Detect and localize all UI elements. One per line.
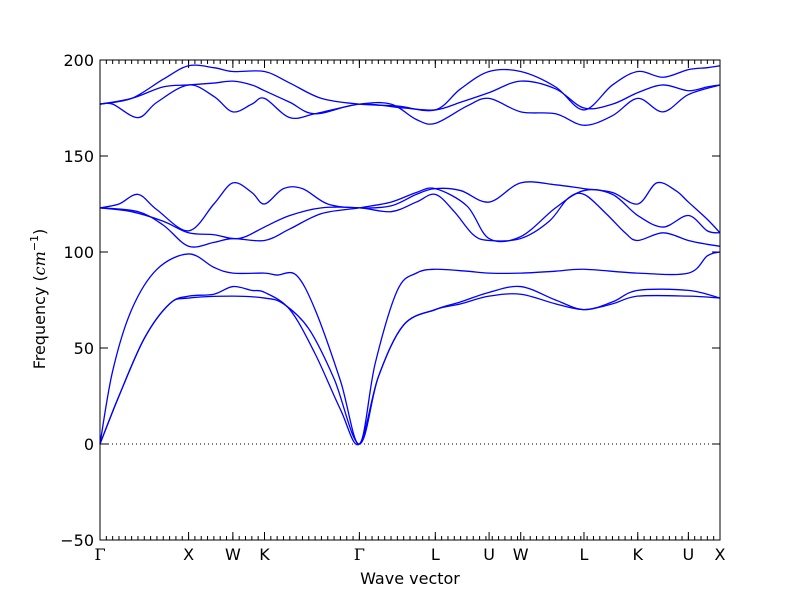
y-tick-label: 100 [63, 243, 94, 262]
y-tick-label: −50 [60, 531, 94, 550]
series-line [99, 251, 721, 445]
y-tick-label: 0 [84, 435, 94, 454]
x-axis-label: Wave vector [360, 569, 460, 588]
series-group [99, 64, 721, 446]
y-axis-label: Frequency (cm−1) [28, 229, 49, 370]
series-line [99, 64, 721, 112]
x-tick-label: X [183, 545, 194, 564]
y-axis-label-exponent: −1 [28, 235, 41, 251]
x-tick-label: Γ [354, 545, 365, 564]
x-tick-label: W [513, 545, 529, 564]
series-line [99, 181, 721, 234]
x-tick-label: U [483, 545, 495, 564]
x-tick-label: L [580, 545, 589, 564]
x-tick-label: L [431, 545, 440, 564]
plot-frame [99, 59, 721, 541]
y-axis-label-unit: cm [30, 251, 49, 275]
series-line [99, 293, 721, 445]
y-tick-labels: −50 0 50 100 150 200 [60, 51, 94, 550]
x-tick-label: W [225, 545, 241, 564]
x-tick-label: U [683, 545, 695, 564]
x-tick-label: X [715, 545, 726, 564]
x-tick-label: K [633, 545, 644, 564]
y-tick-label: 150 [63, 147, 94, 166]
series-line [99, 192, 721, 247]
y-axis-label-suffix: ) [30, 229, 49, 235]
y-tick-label: 50 [74, 339, 94, 358]
series-line [99, 187, 721, 248]
x-tick-label: Γ [94, 545, 105, 564]
y-tick-label: 200 [63, 51, 94, 70]
x-tick-label: K [259, 545, 270, 564]
y-axis-label-prefix: Frequency ( [30, 275, 49, 369]
